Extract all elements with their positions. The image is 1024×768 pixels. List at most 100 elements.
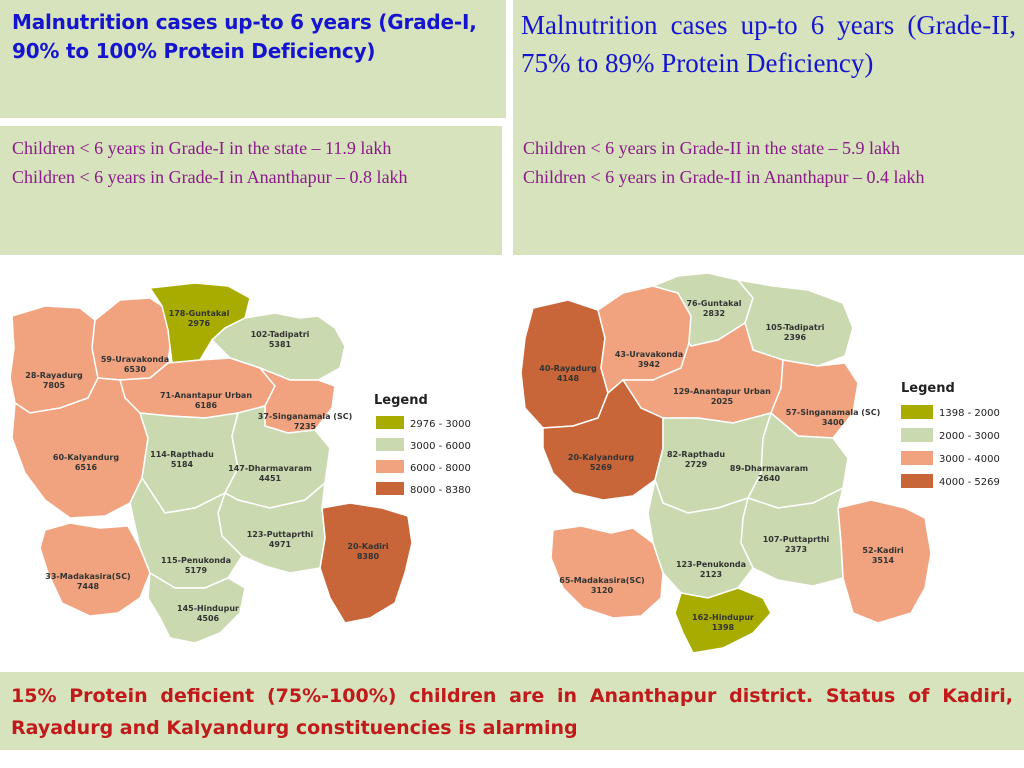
label-value: 2729 (685, 460, 708, 469)
label-value: 2396 (784, 333, 807, 342)
region-hindupur (147, 571, 246, 644)
region-singanamala (770, 359, 859, 439)
label-value: 5269 (590, 463, 613, 472)
legend-swatch (376, 482, 404, 495)
label-value: 2640 (758, 474, 781, 483)
label-name: 105-Tadipatri (766, 323, 825, 332)
legend-swatch (901, 428, 933, 442)
label-value: 6530 (124, 365, 147, 374)
label-value: 2025 (711, 397, 734, 406)
legend-title: Legend (901, 381, 955, 396)
label-name: 115-Penukonda (161, 556, 231, 565)
label-value: 7235 (294, 422, 317, 431)
label-name: 20-Kadiri (347, 542, 388, 551)
label-value: 3514 (872, 556, 895, 565)
left-map-title: Malnutrition cases up-to 6 years (Grade-… (12, 10, 477, 63)
right-title-panel: Malnutrition cases up-to 6 years (Grade-… (513, 0, 1024, 126)
label-name: 129-Anantapur Urban (673, 387, 771, 396)
grade-1-map: 178-Guntakal 2976 102-Tadipatri 5381 59-… (0, 268, 506, 672)
legend-swatch (901, 451, 933, 465)
legend-label: 2976 - 3000 (410, 419, 471, 430)
label-name: 28-Rayadurg (25, 371, 83, 380)
right-legend: Legend 1398 - 2000 2000 - 3000 3000 - 40… (901, 381, 1000, 488)
region-labels: 178-Guntakal 2976 102-Tadipatri 5381 59-… (25, 309, 389, 623)
label-value: 4971 (269, 540, 292, 549)
region-labels: 76-Guntakal 2832 105-Tadipatri 2396 43-U… (539, 299, 904, 632)
legend-swatch (376, 438, 404, 451)
legend-label: 3000 - 4000 (939, 454, 1000, 465)
label-value: 1398 (712, 623, 735, 632)
label-value: 5381 (269, 340, 292, 349)
label-name: 52-Kadiri (862, 546, 903, 555)
label-value: 3942 (638, 360, 660, 369)
label-value: 8380 (357, 552, 380, 561)
grade-2-map: 76-Guntakal 2832 105-Tadipatri 2396 43-U… (513, 268, 1024, 672)
label-value: 6186 (195, 401, 218, 410)
left-state-count: Children < 6 years in Grade-I in the sta… (12, 138, 392, 158)
label-name: 162-Hindupur (692, 613, 754, 622)
label-name: 76-Guntakal (686, 299, 741, 308)
label-value: 4506 (197, 614, 220, 623)
region-madakasira (550, 525, 664, 619)
left-title-panel: Malnutrition cases up-to 6 years (Grade-… (0, 0, 506, 118)
label-name: 107-Puttaprthi (763, 535, 830, 544)
label-name: 20-Kalyandurg (568, 453, 634, 462)
right-info-panel: Children < 6 years in Grade-II in the st… (513, 126, 1024, 255)
right-district-count: Children < 6 years in Grade-II in Ananth… (523, 167, 925, 187)
legend-title: Legend (374, 393, 428, 408)
conclusion-text: 15% Protein deficient (75%-100%) childre… (11, 685, 1013, 739)
legend-swatch (901, 405, 933, 419)
legend-label: 1398 - 2000 (939, 408, 1000, 419)
legend-label: 8000 - 8380 (410, 485, 471, 496)
label-value: 2832 (703, 309, 725, 318)
label-name: 89-Dharmavaram (730, 464, 808, 473)
left-district-count: Children < 6 years in Grade-I in Anantha… (12, 167, 408, 187)
label-name: 147-Dharmavaram (228, 464, 312, 473)
region-kadiri (319, 502, 413, 624)
legend-label: 3000 - 6000 (410, 441, 471, 452)
label-name: 43-Uravakonda (615, 350, 683, 359)
label-name: 71-Anantapur Urban (160, 391, 252, 400)
region-rayadurg (9, 305, 99, 414)
legend-label: 2000 - 3000 (939, 431, 1000, 442)
label-value: 2976 (188, 319, 211, 328)
label-name: 57-Singanamala (SC) (786, 408, 880, 417)
label-value: 4148 (557, 374, 580, 383)
left-info-panel: Children < 6 years in Grade-I in the sta… (0, 126, 502, 255)
label-value: 4451 (259, 474, 282, 483)
label-value: 2123 (700, 570, 722, 579)
label-name: 59-Uravakonda (101, 355, 169, 364)
legend-swatch (376, 416, 404, 429)
legend-swatch (376, 460, 404, 473)
label-name: 178-Guntakal (169, 309, 230, 318)
label-value: 5179 (185, 566, 208, 575)
label-name: 37-Singanamala (SC) (258, 412, 352, 421)
label-value: 7448 (77, 582, 100, 591)
label-name: 60-Kalyandurg (53, 453, 119, 462)
conclusion-panel: 15% Protein deficient (75%-100%) childre… (0, 672, 1024, 750)
region-tadipatri (736, 278, 854, 367)
label-value: 3120 (591, 586, 614, 595)
label-name: 33-Madakasira(SC) (45, 572, 130, 581)
legend-label: 4000 - 5269 (939, 477, 1000, 488)
label-name: 82-Rapthadu (667, 450, 725, 459)
label-value: 7805 (43, 381, 66, 390)
label-name: 123-Puttaprthi (247, 530, 314, 539)
label-name: 114-Rapthadu (150, 450, 214, 459)
label-value: 3400 (822, 418, 845, 427)
region-madakasira (39, 522, 151, 617)
label-value: 6516 (75, 463, 98, 472)
label-name: 145-Hindupur (177, 604, 239, 613)
right-map-title: Malnutrition cases up-to 6 years (Grade-… (521, 10, 1016, 78)
label-name: 65-Madakasira(SC) (559, 576, 644, 585)
left-legend: Legend 2976 - 3000 3000 - 6000 6000 - 80… (374, 393, 471, 496)
label-value: 5184 (171, 460, 194, 469)
label-value: 2373 (785, 545, 807, 554)
legend-swatch (901, 474, 933, 488)
right-state-count: Children < 6 years in Grade-II in the st… (523, 138, 901, 158)
label-name: 102-Tadipatri (251, 330, 310, 339)
label-name: 123-Penukonda (676, 560, 746, 569)
region-hindupur (674, 587, 772, 654)
legend-label: 6000 - 8000 (410, 463, 471, 474)
label-name: 40-Rayadurg (539, 364, 597, 373)
